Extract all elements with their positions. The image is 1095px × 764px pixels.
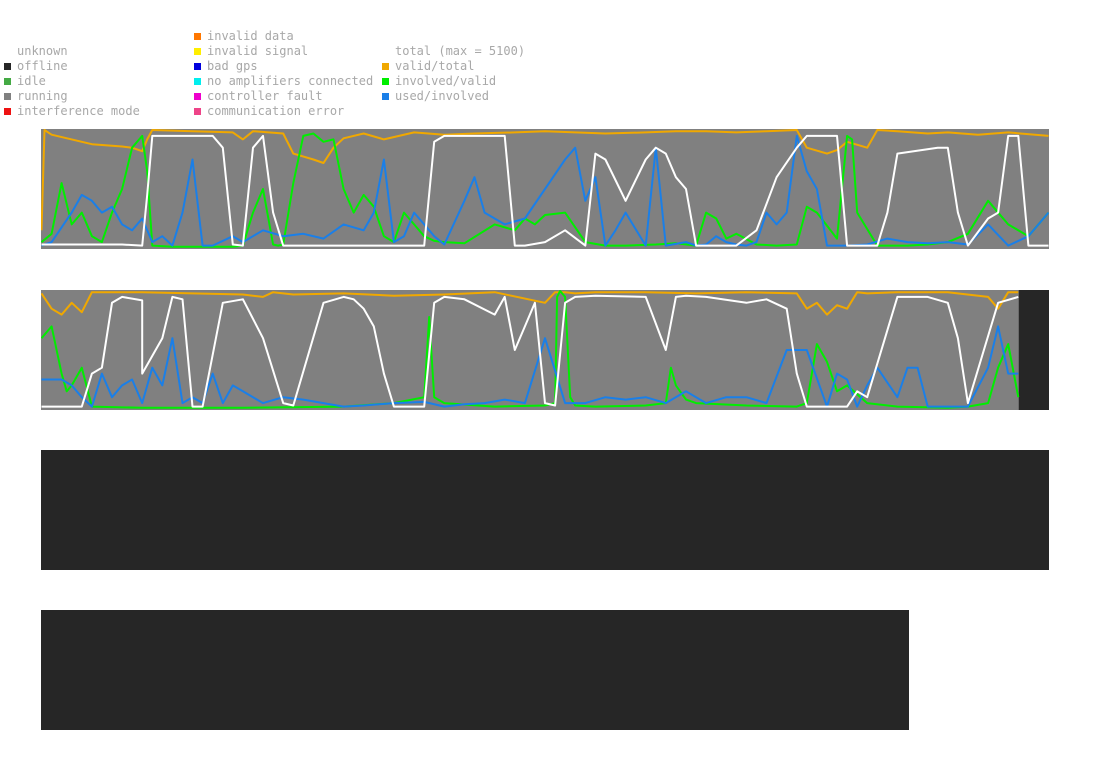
series-line-used-involved (41, 134, 1049, 247)
chart-background-offline (41, 450, 1049, 570)
legend-label: invalid data (207, 29, 294, 43)
legend-label: bad gps (207, 59, 258, 73)
legend-swatch (194, 48, 201, 55)
legend-label: total (max = 5100) (395, 44, 526, 58)
legend-label: invalid signal (207, 44, 309, 58)
series-line-valid-total (41, 129, 1049, 231)
chart-offline-region (1018, 290, 1049, 410)
chart-1-svg (41, 129, 1049, 249)
series-line-involved-valid (41, 132, 1049, 248)
chart-background-offline (41, 610, 909, 730)
legend-label: running (17, 89, 68, 103)
series-line-involved-valid (41, 290, 1020, 409)
legend-swatch (194, 93, 201, 100)
chart-3-svg (41, 450, 1049, 570)
legend-label: communication error (207, 104, 345, 118)
legend-swatch (382, 63, 389, 70)
chart-panel-2 (41, 290, 1049, 410)
legend-swatch (4, 93, 11, 100)
chart-panel-1 (41, 129, 1049, 249)
legend-label: valid/total (395, 59, 475, 73)
legend-label: idle (17, 74, 46, 88)
legend-swatch (194, 108, 201, 115)
chart-background-running (41, 290, 1049, 410)
legend-label: unknown (17, 44, 68, 58)
chart-4-svg (41, 610, 909, 730)
legend-swatch (194, 33, 201, 40)
legend-swatch (4, 78, 11, 85)
series-line-valid-total (41, 291, 1019, 316)
legend-label: interference mode (17, 104, 140, 118)
legend-label: offline (17, 59, 68, 73)
legend-label: involved/valid (395, 74, 497, 88)
legend-label: controller fault (207, 89, 323, 103)
chart-panel-4 (41, 610, 909, 730)
series-line-total (41, 134, 1049, 247)
series-line-total (41, 294, 1019, 408)
legend-swatch (382, 78, 389, 85)
legend-swatch (4, 63, 11, 70)
chart-panel-3 (41, 450, 1049, 570)
legend-swatch (194, 63, 201, 70)
chart-2-svg (41, 290, 1049, 410)
legend-swatch (382, 93, 389, 100)
legend-label: used/involved (395, 89, 489, 103)
legend-swatch (194, 78, 201, 85)
legend-swatch (4, 108, 11, 115)
legend-label: no amplifiers connected (207, 74, 374, 88)
